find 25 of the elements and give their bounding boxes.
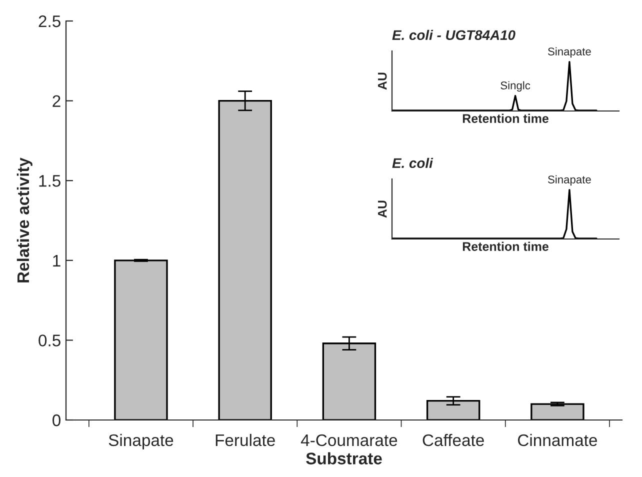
y-tick-label: 0 [52,414,60,426]
y-tick-label: 0.5 [38,334,60,346]
annotation: Sinapate [548,47,591,58]
y-axis-title: AU [378,200,387,218]
y-axis-title: AU [378,72,387,90]
y-tick-label: 1.5 [39,175,60,187]
x-tick-label: Cinnamate [518,434,598,446]
x-axis-title: Substrate [306,452,382,464]
chart-title: E. coli [392,158,434,168]
bar [426,400,480,420]
y-tick-label: 2 [52,95,60,107]
y-tick-label: 2.5 [38,15,60,28]
x-tick-label: Sinapate [108,434,174,450]
bar [530,403,584,420]
bar [114,260,168,420]
x-tick-label: 4-Coumarate [300,434,398,446]
annotation: Sinapate [548,175,591,186]
x-tick-label: Caffeate [422,434,484,446]
chart-title: E. coli - UGT84A10 [392,30,516,40]
y-tick-label: 1 [53,254,60,266]
y-axis-title: Relative activity [16,158,32,282]
x-axis-title: Retention time [462,242,548,251]
x-axis-title: Retention time [462,114,548,123]
annotation: Singlc [500,81,530,92]
x-tick-label: Ferulate [216,434,275,446]
